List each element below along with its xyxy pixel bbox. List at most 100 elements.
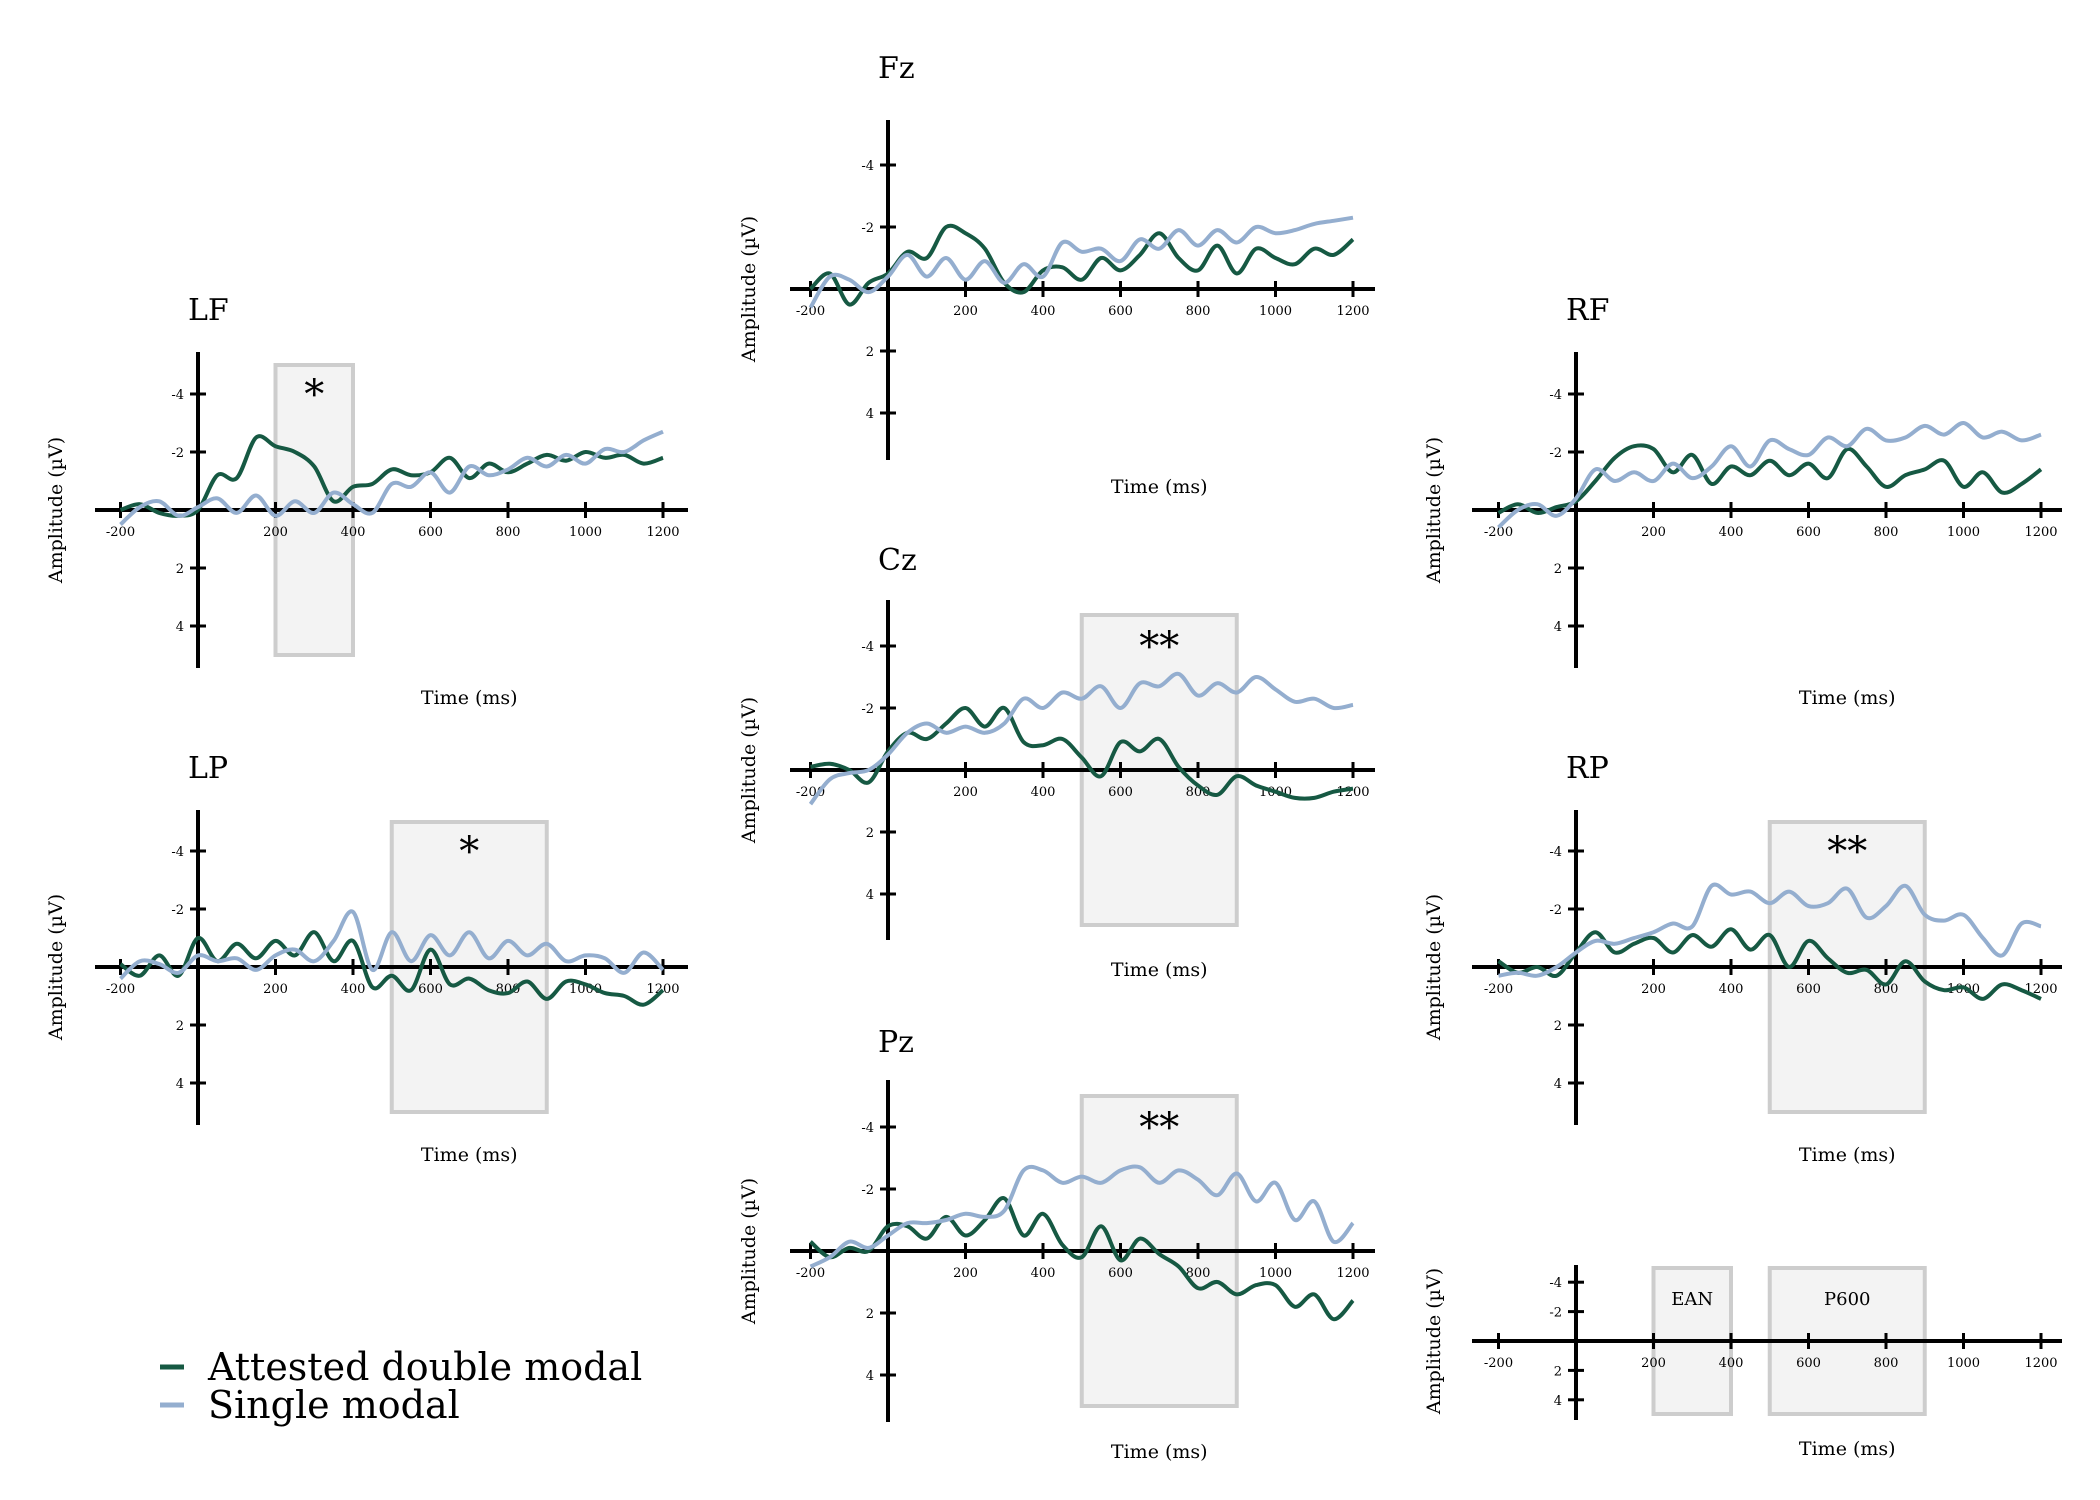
x-tick-label: 1000 — [569, 982, 602, 997]
panel-title: Fz — [878, 51, 915, 86]
y-tick-label: -2 — [171, 903, 184, 918]
x-tick-label: 800 — [1874, 1356, 1899, 1371]
x-tick-label: -200 — [1484, 982, 1513, 997]
x-tick-label: -200 — [1484, 525, 1513, 540]
x-tick-label: 200 — [263, 982, 288, 997]
series-single-modal — [808, 215, 1354, 309]
panel-fz: -200 200 400 600 800 1000 1200 -4 -2 2 4 Fz Time (ms… — [738, 51, 1375, 498]
y-tick-label: 4 — [866, 888, 874, 903]
panel-lf: -200 200 400 600 800 1000 1200 -4 -2 2 4 * LF Time (m… — [45, 293, 688, 709]
x-tick-label: -200 — [796, 1266, 825, 1281]
x-axis-label: Time (ms) — [1799, 687, 1896, 709]
x-tick-label: 600 — [1796, 525, 1821, 540]
y-tick-label: -4 — [861, 159, 874, 174]
significance-marker: ** — [1139, 1105, 1179, 1151]
x-tick-label: 200 — [953, 304, 978, 319]
y-tick-label: 4 — [1554, 1394, 1562, 1409]
x-tick-label: 600 — [1108, 304, 1133, 319]
y-tick-label: 4 — [866, 1369, 874, 1384]
y-axis-label: Amplitude (µV) — [738, 216, 760, 363]
series-attested-double-modal — [1497, 443, 2043, 515]
y-tick-label: -2 — [861, 1183, 874, 1198]
x-tick-label: 1200 — [1336, 304, 1369, 319]
y-tick-label: -2 — [1549, 1306, 1562, 1321]
y-axis-label: Amplitude (µV) — [738, 697, 760, 844]
series-single-modal — [119, 429, 664, 526]
x-tick-label: 200 — [953, 1266, 978, 1281]
x-tick-label: 400 — [1719, 525, 1744, 540]
y-tick-label: -2 — [1549, 903, 1562, 918]
x-tick-label: 200 — [953, 785, 978, 800]
y-tick-label: -4 — [1549, 388, 1562, 403]
x-tick-label: 200 — [1641, 982, 1666, 997]
significance-marker: * — [459, 829, 479, 875]
panel-title: LP — [188, 751, 228, 786]
x-tick-label: 400 — [341, 982, 366, 997]
y-axis-label: Amplitude (µV) — [45, 437, 67, 584]
legend-label: Single modal — [208, 1383, 460, 1427]
y-tick-label: -2 — [861, 221, 874, 236]
x-tick-label: 1000 — [1259, 1266, 1292, 1281]
y-tick-label: 4 — [176, 620, 184, 635]
panel-title: RP — [1566, 751, 1609, 786]
y-tick-label: 2 — [866, 826, 874, 841]
y-tick-label: -4 — [1549, 1276, 1562, 1291]
window-label: P600 — [1824, 1289, 1870, 1310]
y-tick-label: -4 — [171, 845, 184, 860]
x-axis-label: Time (ms) — [1111, 1441, 1208, 1463]
y-tick-label: -4 — [1549, 845, 1562, 860]
x-tick-label: 1200 — [1336, 785, 1369, 800]
x-tick-label: 600 — [418, 525, 443, 540]
x-axis-label: Time (ms) — [1799, 1438, 1896, 1460]
panel-title: Pz — [878, 1025, 914, 1060]
x-tick-label: 400 — [341, 525, 366, 540]
x-tick-label: -200 — [106, 982, 135, 997]
x-tick-label: 1200 — [1336, 1266, 1369, 1281]
x-tick-label: 400 — [1031, 1266, 1056, 1281]
series-single-modal — [1498, 882, 2042, 978]
x-tick-label: 200 — [1641, 1356, 1666, 1371]
y-axis-label: Amplitude (µV) — [1423, 437, 1445, 584]
y-axis-label: Amplitude (µV) — [738, 1178, 760, 1325]
x-tick-label: 800 — [1874, 525, 1899, 540]
y-tick-label: 2 — [1554, 1364, 1562, 1379]
x-tick-label: 200 — [1641, 525, 1666, 540]
x-tick-label: 1000 — [1947, 1356, 1980, 1371]
x-tick-label: -200 — [796, 304, 825, 319]
x-tick-label: 800 — [496, 525, 521, 540]
y-tick-label: -4 — [861, 1121, 874, 1136]
panel-title: Cz — [878, 543, 917, 578]
x-tick-label: 1000 — [1259, 304, 1292, 319]
y-tick-label: -2 — [171, 446, 184, 461]
x-tick-label: 800 — [1874, 982, 1899, 997]
series-single-modal — [119, 909, 665, 981]
series-attested-double-modal — [1497, 927, 2042, 1001]
y-tick-label: 2 — [1554, 1019, 1562, 1034]
panel-component-key: EAN P600 -200 200 400 600 800 1000 1200 -4 -2 2 4 Tim… — [1423, 1265, 2062, 1460]
x-tick-label: 600 — [1108, 785, 1133, 800]
significance-marker: ** — [1139, 624, 1179, 670]
series-single-modal — [808, 671, 1354, 806]
x-tick-label: 800 — [1186, 304, 1211, 319]
panel-title: LF — [188, 293, 229, 328]
y-tick-label: 2 — [866, 345, 874, 360]
y-tick-label: 4 — [1554, 1077, 1562, 1092]
y-axis-label: Amplitude (µV) — [45, 894, 67, 1041]
x-tick-label: 200 — [263, 525, 288, 540]
x-tick-label: 1200 — [2024, 1356, 2057, 1371]
window-label: EAN — [1671, 1289, 1713, 1310]
y-tick-label: -4 — [861, 640, 874, 655]
y-tick-label: 2 — [176, 1019, 184, 1034]
panel-title: RF — [1566, 293, 1609, 328]
x-axis-label: Time (ms) — [1799, 1144, 1896, 1166]
y-tick-label: 4 — [866, 407, 874, 422]
y-axis-label: Amplitude (µV) — [1423, 894, 1445, 1041]
x-axis-label: Time (ms) — [1111, 476, 1208, 498]
y-tick-label: -2 — [1549, 446, 1562, 461]
x-tick-label: 1000 — [569, 525, 602, 540]
y-axis-label: Amplitude (µV) — [1423, 1268, 1445, 1415]
y-tick-label: 2 — [176, 562, 184, 577]
